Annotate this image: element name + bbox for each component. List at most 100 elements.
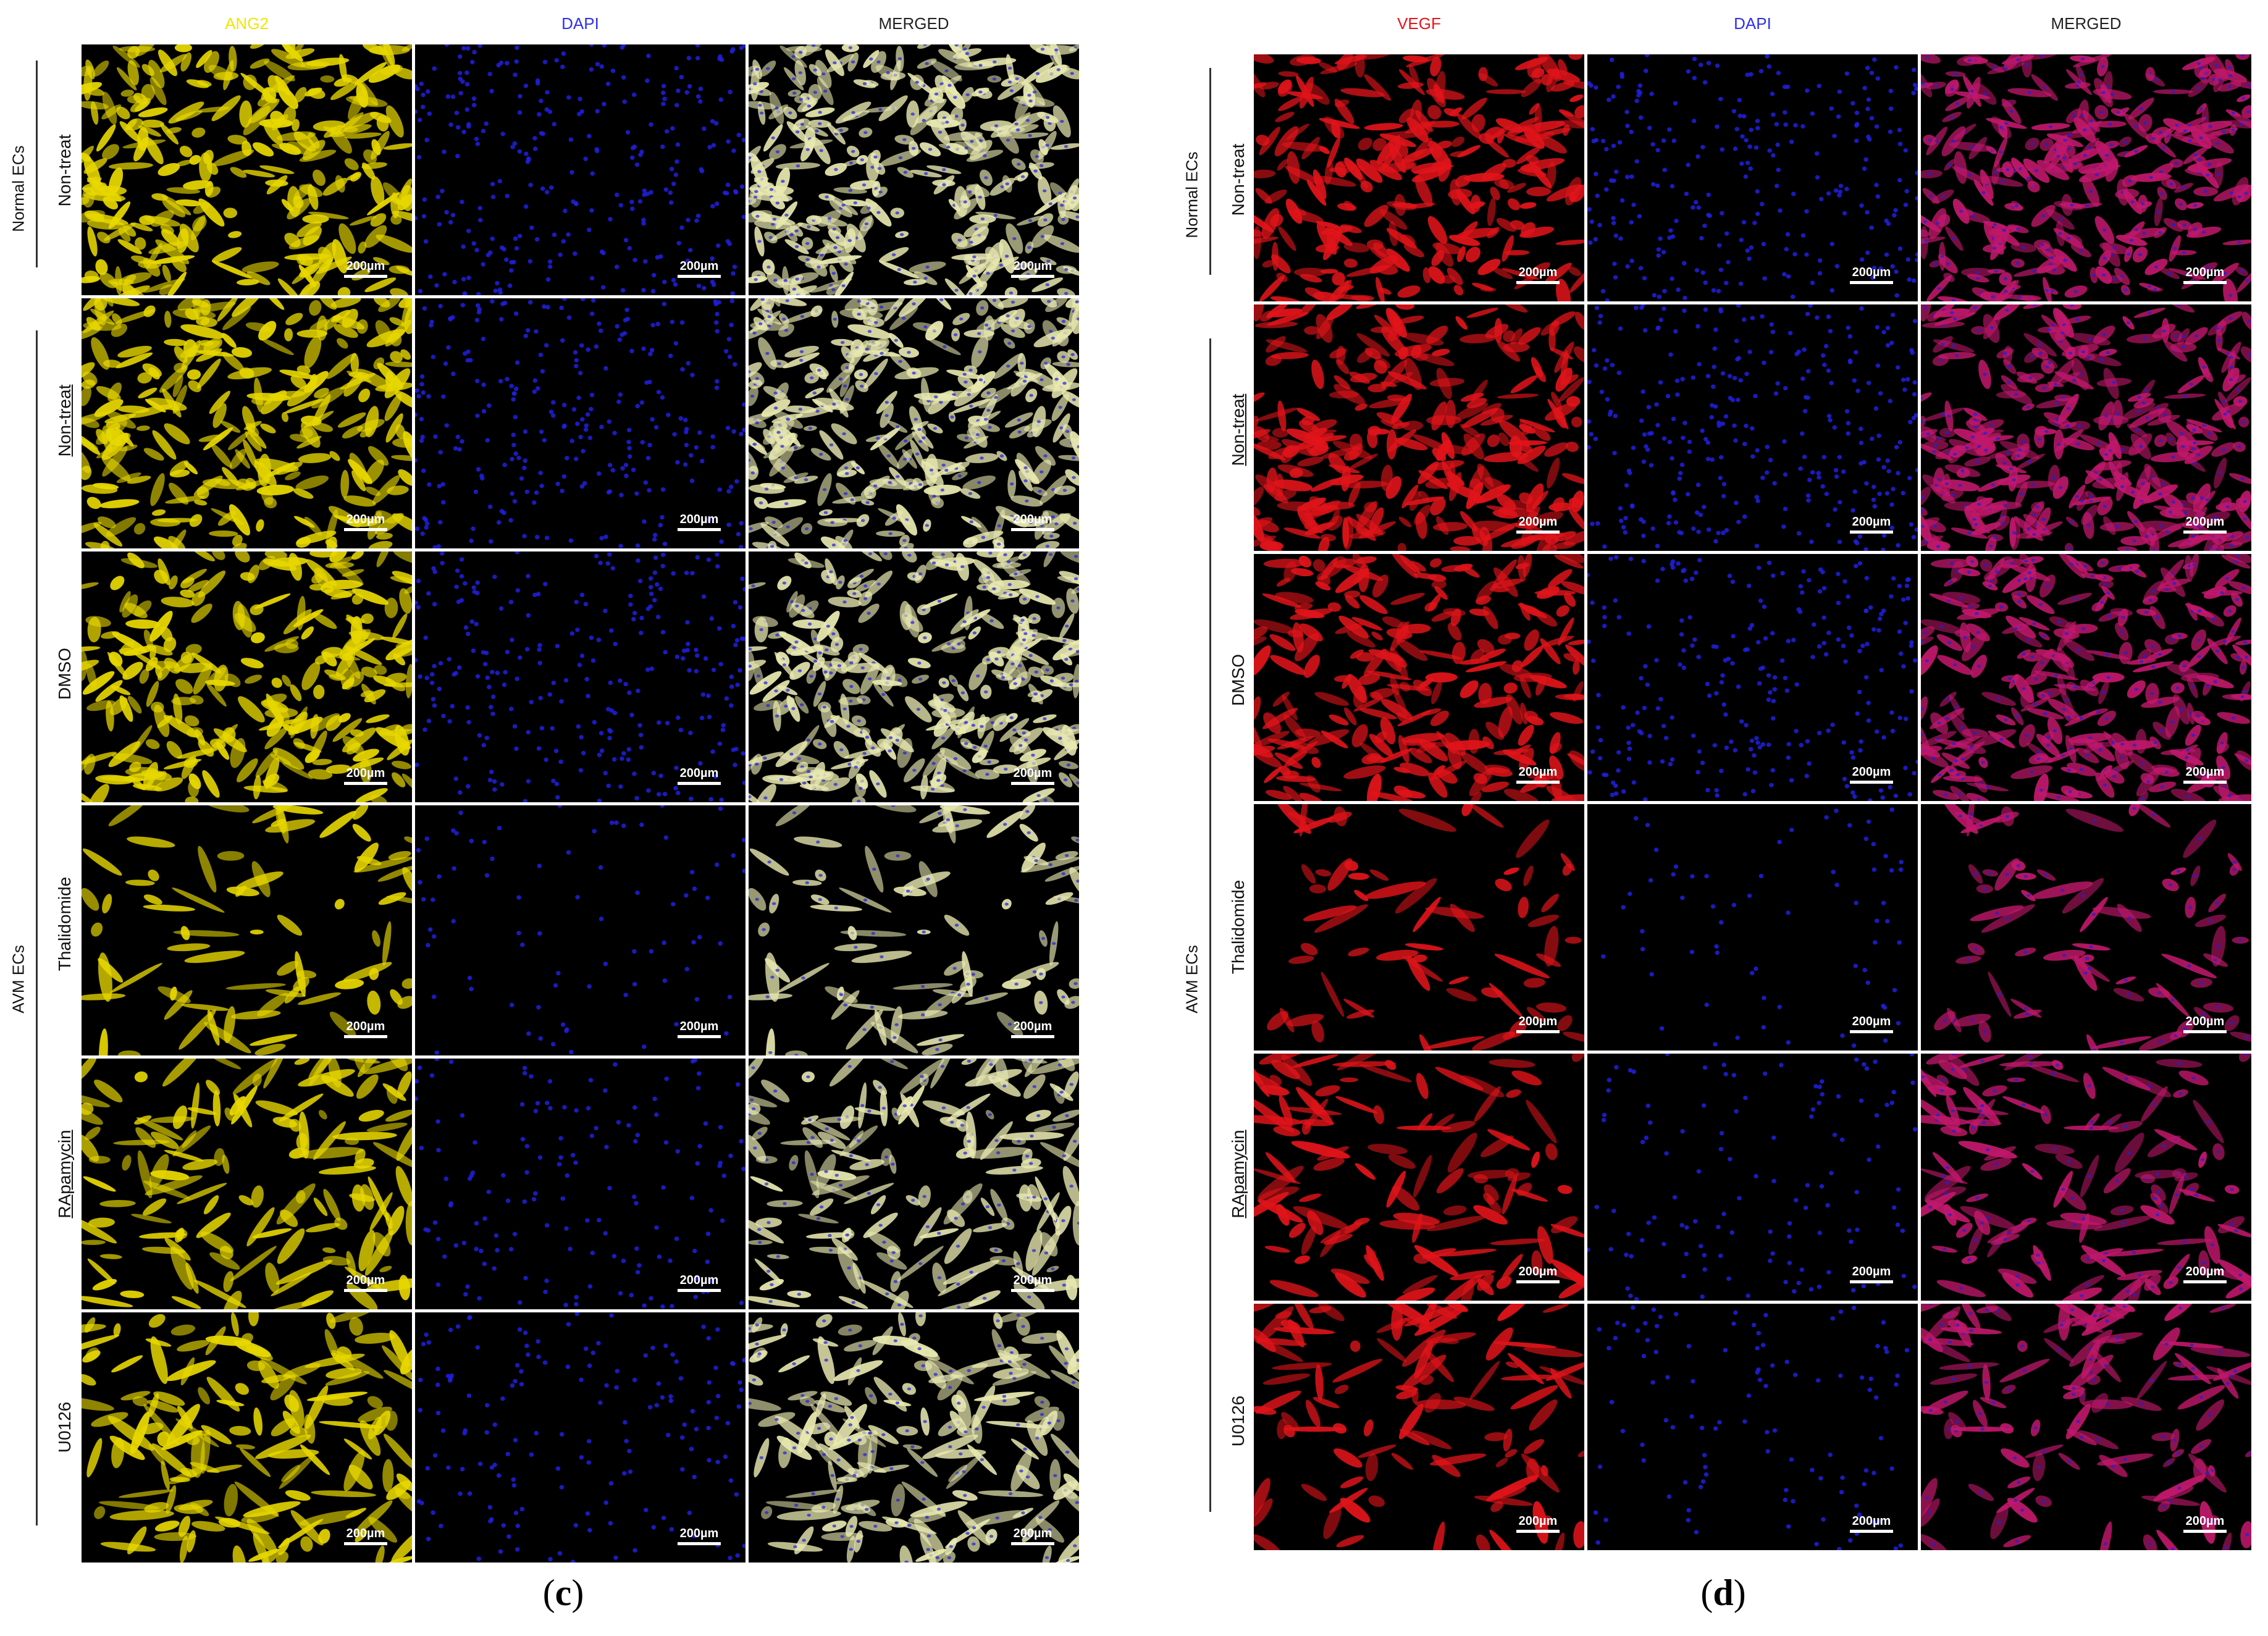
micrograph-merged: 200µm bbox=[1921, 554, 2251, 801]
row-label: U0126 bbox=[55, 1401, 74, 1453]
group-bracket-avm bbox=[1209, 338, 1211, 1512]
micrograph-merged: 200µm bbox=[1921, 54, 2251, 301]
row-label: RApamycin bbox=[1228, 1130, 1248, 1219]
scale-bar: 200µm bbox=[1516, 1265, 1560, 1283]
column-header-dapi: DAPI bbox=[561, 14, 599, 33]
group-label-normal-ecs: Normal ECs bbox=[9, 145, 28, 232]
scale-bar: 200µm bbox=[344, 1020, 387, 1038]
scale-bar-label: 200µm bbox=[1852, 1514, 1891, 1528]
panel-caption-c: (c) bbox=[502, 1572, 625, 1614]
scale-bar-line bbox=[1850, 280, 1893, 284]
scale-bar-label: 200µm bbox=[1852, 765, 1891, 779]
column-header-vegf: VEGF bbox=[1397, 14, 1441, 33]
scale-bar-label: 200µm bbox=[2185, 1514, 2225, 1528]
scale-bar: 200µm bbox=[1011, 1020, 1054, 1038]
scale-bar-line bbox=[1011, 781, 1054, 785]
row-label: Non-treat bbox=[55, 384, 74, 457]
group-label-avm-ecs: AVM ECs bbox=[9, 945, 28, 1013]
scale-bar-line bbox=[1516, 1030, 1560, 1033]
scale-bar: 200µm bbox=[1850, 1514, 1893, 1533]
scale-bar-label: 200µm bbox=[1013, 513, 1052, 526]
micrograph-merged: 200µm bbox=[749, 1059, 1079, 1309]
scale-bar-line bbox=[678, 1035, 721, 1038]
scale-bar-label: 200µm bbox=[679, 766, 719, 780]
row-label: Non-treat bbox=[55, 134, 74, 207]
scale-bar-label: 200µm bbox=[2185, 515, 2225, 529]
scale-bar-label: 200µm bbox=[346, 1020, 385, 1033]
caption-open: ( bbox=[1700, 1572, 1713, 1613]
column-header-merged: MERGED bbox=[878, 14, 949, 33]
scale-bar-line bbox=[1516, 531, 1560, 534]
micrograph-dapi: 200µm bbox=[415, 552, 746, 802]
scale-bar-label: 200µm bbox=[346, 513, 385, 526]
panel-d: VEGF DAPI MERGED Normal ECs AVM ECs Non-… bbox=[1174, 0, 2268, 1636]
micrograph-dapi: 200µm bbox=[415, 805, 746, 1055]
scale-bar: 200µm bbox=[344, 1527, 387, 1545]
scale-bar: 200µm bbox=[1516, 765, 1560, 784]
scale-bar-line bbox=[678, 528, 721, 531]
scale-bar-label: 200µm bbox=[346, 1273, 385, 1287]
scale-bar-line bbox=[1011, 1035, 1054, 1038]
row-label: RApamycin bbox=[55, 1130, 74, 1219]
scale-bar-label: 200µm bbox=[1013, 1020, 1052, 1033]
scale-bar-line bbox=[1850, 531, 1893, 534]
scale-bar-line bbox=[2183, 1530, 2227, 1533]
caption-letter: c bbox=[555, 1572, 572, 1613]
scale-bar-line bbox=[2183, 280, 2227, 284]
column-header-ang2: ANG2 bbox=[225, 14, 269, 33]
scale-bar-label: 200µm bbox=[1852, 515, 1891, 529]
group-bracket-normal bbox=[1209, 68, 1211, 275]
scale-bar-line bbox=[1516, 280, 1560, 284]
scale-bar-line bbox=[1850, 780, 1893, 784]
scale-bar-label: 200µm bbox=[1518, 1015, 1558, 1028]
micrograph-dapi: 200µm bbox=[1587, 554, 1918, 801]
row-label: Thalidomide bbox=[55, 876, 74, 971]
scale-bar: 200µm bbox=[1011, 1273, 1054, 1292]
scale-bar-label: 200µm bbox=[679, 1273, 719, 1287]
scale-bar: 200µm bbox=[344, 513, 387, 531]
image-grid-c: 200µm 200µm 200µm 200µm 200µm 200µm 200µm 200µm… bbox=[82, 44, 1079, 1563]
micrograph-marker: 200µm bbox=[82, 552, 412, 802]
micrograph-marker: 200µm bbox=[82, 1312, 412, 1563]
scale-bar-line bbox=[2183, 780, 2227, 784]
micrograph-marker: 200µm bbox=[1254, 54, 1584, 301]
scale-bar-label: 200µm bbox=[346, 766, 385, 780]
micrograph-merged: 200µm bbox=[749, 552, 1079, 802]
row-label: Thalidomide bbox=[1228, 879, 1248, 975]
micrograph-merged: 200µm bbox=[1921, 304, 2251, 551]
scale-bar: 200µm bbox=[344, 1273, 387, 1292]
scale-bar-line bbox=[344, 1035, 387, 1038]
micrograph-marker: 200µm bbox=[82, 44, 412, 295]
scale-bar-line bbox=[2183, 531, 2227, 534]
scale-bar-label: 200µm bbox=[1852, 265, 1891, 279]
scale-bar: 200µm bbox=[1850, 1265, 1893, 1283]
scale-bar-line bbox=[1850, 1030, 1893, 1033]
scale-bar: 200µm bbox=[1011, 513, 1054, 531]
scale-bar-label: 200µm bbox=[1013, 1527, 1052, 1540]
micrograph-merged: 200µm bbox=[1921, 1054, 2251, 1301]
scale-bar: 200µm bbox=[678, 1273, 721, 1292]
scale-bar: 200µm bbox=[1011, 1527, 1054, 1545]
scale-bar-label: 200µm bbox=[1518, 265, 1558, 279]
scale-bar-line bbox=[344, 781, 387, 785]
micrograph-marker: 200µm bbox=[82, 805, 412, 1055]
scale-bar-line bbox=[2183, 1280, 2227, 1283]
scale-bar: 200µm bbox=[344, 259, 387, 278]
group-bracket-normal bbox=[36, 61, 38, 267]
scale-bar-line bbox=[1850, 1280, 1893, 1283]
scale-bar: 200µm bbox=[1850, 515, 1893, 534]
scale-bar: 200µm bbox=[1011, 259, 1054, 278]
scale-bar: 200µm bbox=[2183, 515, 2227, 534]
caption-close: ) bbox=[1733, 1572, 1746, 1613]
scale-bar: 200µm bbox=[1516, 515, 1560, 534]
scale-bar-label: 200µm bbox=[1852, 1015, 1891, 1028]
scale-bar-label: 200µm bbox=[346, 1527, 385, 1540]
scale-bar-line bbox=[344, 274, 387, 278]
scale-bar-label: 200µm bbox=[2185, 765, 2225, 779]
scale-bar: 200µm bbox=[678, 1020, 721, 1038]
scale-bar-line bbox=[344, 1542, 387, 1545]
micrograph-dapi: 200µm bbox=[1587, 1054, 1918, 1301]
column-header-merged: MERGED bbox=[2051, 14, 2122, 33]
scale-bar: 200µm bbox=[2183, 1015, 2227, 1033]
scale-bar-label: 200µm bbox=[1518, 515, 1558, 529]
